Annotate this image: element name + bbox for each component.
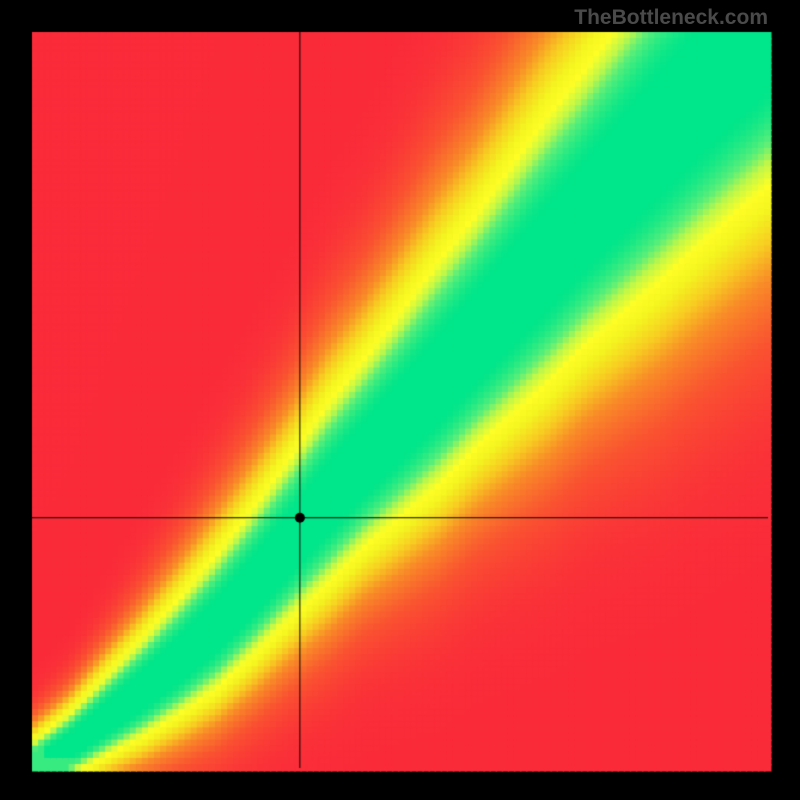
- bottleneck-heatmap: [0, 0, 800, 800]
- watermark-text: TheBottleneck.com: [574, 6, 768, 30]
- chart-frame: { "canvas": { "width": 800, "height": 80…: [0, 0, 800, 800]
